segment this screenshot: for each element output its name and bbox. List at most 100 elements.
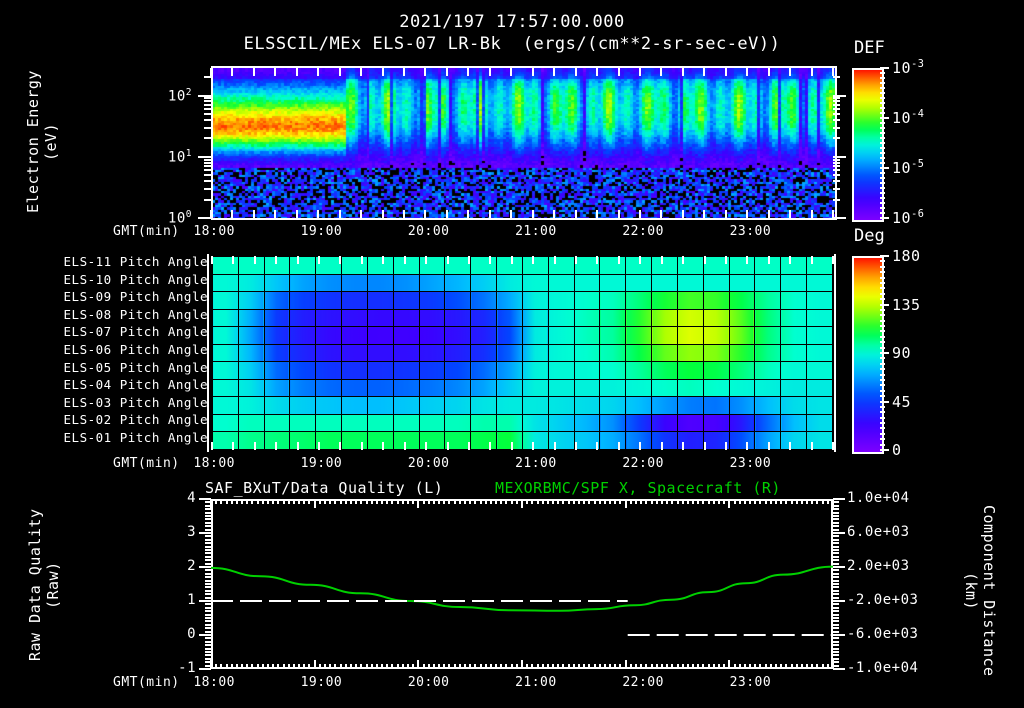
axis-tick bbox=[789, 68, 792, 76]
axis-tick bbox=[231, 210, 234, 218]
axis-tick bbox=[210, 68, 212, 76]
axis-tick bbox=[681, 68, 684, 76]
pitch-angle-cell bbox=[521, 378, 549, 398]
axis-tick bbox=[396, 499, 399, 504]
axis-tick bbox=[833, 555, 839, 558]
axis-tick bbox=[205, 515, 211, 517]
axis-tick bbox=[261, 499, 264, 504]
axis-tick bbox=[833, 562, 839, 565]
axis-tick bbox=[614, 499, 617, 504]
axis-tick bbox=[686, 664, 689, 669]
axis-tick bbox=[401, 664, 404, 669]
axis-tick bbox=[767, 442, 770, 450]
axis-tick bbox=[445, 210, 448, 218]
axis-tick bbox=[645, 664, 648, 669]
axis-tick bbox=[204, 118, 211, 121]
axis-tick bbox=[682, 442, 685, 450]
axis-tick bbox=[375, 499, 378, 504]
pitch-angle-cell bbox=[263, 431, 291, 450]
x-tick-label: 20:00 bbox=[407, 224, 450, 239]
axis-tick bbox=[211, 442, 213, 450]
axis-tick bbox=[578, 499, 581, 504]
pitch-angle-cell bbox=[470, 273, 498, 293]
axis-tick bbox=[231, 68, 234, 76]
pitch-angle-cell bbox=[366, 361, 394, 380]
axis-tick bbox=[789, 210, 792, 218]
spectrogram-y-axis-label: Electron Energy (eV) bbox=[24, 70, 60, 214]
axis-tick bbox=[500, 664, 503, 669]
axis-tick bbox=[403, 68, 406, 76]
axis-tick bbox=[205, 640, 211, 643]
axis-tick bbox=[816, 499, 819, 504]
axis-tick bbox=[764, 499, 767, 504]
axis-tick bbox=[339, 256, 342, 264]
axis-tick bbox=[596, 442, 599, 450]
axis-tick bbox=[833, 535, 839, 538]
pitch-angle-cell bbox=[780, 256, 808, 275]
axis-tick bbox=[833, 637, 839, 640]
axis-tick bbox=[406, 664, 409, 669]
colorbar-tick bbox=[880, 142, 885, 144]
axis-tick bbox=[635, 664, 638, 669]
deg-colorbar-title: Deg bbox=[854, 226, 885, 246]
axis-tick bbox=[617, 256, 620, 264]
def-colorbar-ticks bbox=[880, 67, 890, 219]
axis-tick bbox=[205, 657, 211, 660]
page-subtitle: ELSSCIL/MEx ELS-07 LR-Bk (ergs/(cm**2-sr… bbox=[243, 34, 781, 54]
pitch-angle-cell bbox=[315, 291, 343, 310]
x-tick-label: 23:00 bbox=[729, 675, 772, 690]
axis-tick bbox=[204, 158, 211, 161]
colorbar-tick bbox=[880, 416, 885, 419]
axis-tick bbox=[767, 68, 770, 76]
pitch-angle-row bbox=[212, 343, 833, 363]
axis-tick bbox=[724, 210, 727, 218]
quality-y-tick-label-left: 1 bbox=[187, 592, 196, 608]
axis-tick bbox=[833, 511, 839, 514]
axis-tick bbox=[205, 559, 211, 562]
axis-tick bbox=[251, 664, 254, 669]
axis-tick bbox=[567, 499, 570, 504]
pitch-angle-cell bbox=[547, 343, 575, 363]
axis-tick bbox=[833, 515, 839, 517]
pitch-angle-top-ticks bbox=[211, 256, 834, 264]
axis-tick bbox=[785, 499, 788, 504]
axis-tick bbox=[515, 664, 518, 669]
axis-tick bbox=[728, 499, 731, 508]
pitch-angle-row bbox=[212, 413, 833, 433]
axis-tick bbox=[303, 664, 306, 669]
pitch-angle-cell bbox=[341, 326, 368, 345]
axis-tick bbox=[329, 499, 332, 504]
axis-tick bbox=[728, 660, 731, 669]
axis-tick bbox=[205, 555, 211, 558]
spectrogram-bottom-ticks bbox=[210, 210, 834, 218]
axis-tick bbox=[469, 499, 472, 504]
axis-tick bbox=[833, 572, 839, 575]
axis-tick bbox=[833, 596, 839, 599]
axis-tick bbox=[489, 499, 492, 504]
pitch-angle-cell bbox=[444, 431, 472, 450]
pitch-angle-cell bbox=[444, 361, 472, 380]
axis-tick bbox=[552, 499, 555, 504]
axis-tick bbox=[479, 499, 482, 504]
axis-tick bbox=[391, 499, 394, 504]
pitch-angle-cell bbox=[289, 326, 317, 345]
pitch-angle-cell bbox=[289, 273, 317, 293]
quality-plot-traces bbox=[211, 565, 833, 636]
axis-tick bbox=[536, 664, 539, 669]
pitch-angle-cell bbox=[599, 396, 627, 415]
pitch-angle-cell bbox=[341, 378, 368, 398]
axis-tick bbox=[619, 664, 622, 669]
quality-y-tick-label-right: -1.0e+04 bbox=[847, 660, 919, 676]
axis-tick bbox=[446, 442, 449, 450]
deg-colorbar bbox=[852, 256, 884, 454]
axis-tick bbox=[833, 661, 839, 664]
pitch-angle-cell bbox=[418, 273, 446, 293]
pitch-angle-bottom-ticks bbox=[211, 442, 834, 450]
axis-tick bbox=[666, 664, 669, 669]
pitch-angle-cell bbox=[315, 361, 343, 380]
axis-tick bbox=[432, 499, 435, 504]
axis-tick bbox=[422, 499, 425, 504]
pitch-angle-cell bbox=[341, 291, 368, 310]
axis-tick bbox=[424, 210, 427, 218]
pitch-angle-cell bbox=[289, 378, 317, 398]
